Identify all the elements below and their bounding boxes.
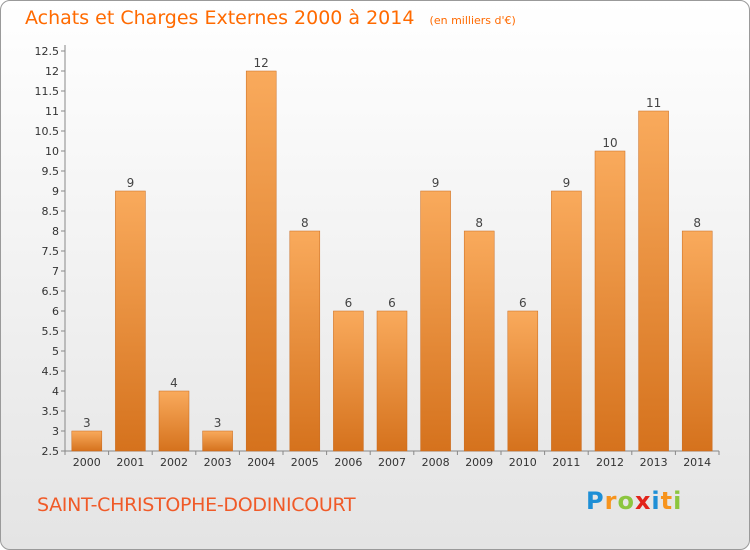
y-tick-label: 7 [52, 265, 59, 278]
x-tick-label: 2005 [291, 456, 319, 469]
y-tick-label: 5.5 [42, 325, 60, 338]
y-tick-label: 11 [45, 105, 59, 118]
bar-chart: 2.5 3 3.5 4 4.5 5 5.5 6 6.5 7 7.5 8 8.5 9 9.5 10 10.5 11 1… [35, 45, 720, 469]
data-label: 8 [475, 216, 483, 230]
y-tick-label: 5 [52, 345, 59, 358]
y-tick-label: 7.5 [42, 245, 60, 258]
y-tick-label: 6 [52, 305, 59, 318]
x-tick-label: 2003 [204, 456, 232, 469]
bar [594, 150, 626, 452]
y-tick-label: 8.5 [42, 205, 60, 218]
logo-letter: t [660, 487, 674, 515]
bar [551, 190, 582, 452]
chart-title: Achats et Charges Externes 2000 à 2014 [25, 7, 415, 29]
y-tick-label: 9 [52, 185, 59, 198]
bar [507, 310, 539, 452]
value-labels: 3 9 4 3 12 8 6 6 9 8 6 9 10 11 8 [83, 56, 701, 430]
x-tick-label: 2001 [116, 456, 144, 469]
commune-name: SAINT-CHRISTOPHE-DODINICOURT [37, 494, 356, 516]
x-tick-label: 2012 [596, 456, 624, 469]
y-axis-ticks: 2.5 3 3.5 4 4.5 5 5.5 6 6.5 7 7.5 8 8.5 9 9.5 10 10.5 11 1… [35, 45, 65, 458]
logo-letter: i [673, 487, 683, 515]
bar [158, 390, 190, 452]
x-tick-label: 2011 [552, 456, 580, 469]
bar [376, 310, 408, 452]
y-tick-label: 3.5 [42, 405, 60, 418]
y-tick-label: 3 [52, 425, 59, 438]
y-tick-label: 12.5 [35, 45, 60, 58]
bar [115, 190, 146, 452]
bar [245, 70, 277, 452]
data-label: 9 [563, 176, 571, 190]
data-label: 6 [345, 296, 353, 310]
logo-letter: P [586, 487, 605, 515]
bar [420, 190, 451, 452]
x-tick-label: 2000 [73, 456, 101, 469]
bars [71, 70, 713, 452]
y-tick-label: 8 [52, 225, 59, 238]
y-tick-label: 10 [45, 145, 59, 158]
x-tick-label: 2006 [334, 456, 362, 469]
logo-letter: o [617, 487, 635, 515]
bar [333, 310, 364, 452]
x-axis-ticks: 2000 2001 2002 2003 2004 2005 2006 2007 2008 2009… [64, 451, 720, 469]
bar [638, 110, 669, 452]
logo-letter: x [634, 487, 652, 515]
y-tick-label: 2.5 [42, 445, 60, 458]
data-label: 6 [388, 296, 396, 310]
bar [289, 230, 321, 452]
bar [71, 430, 103, 452]
data-label: 3 [214, 416, 222, 430]
y-tick-label: 10.5 [35, 125, 60, 138]
data-label: 6 [519, 296, 527, 310]
chart-subtitle: (en milliers d'€) [429, 14, 516, 27]
x-tick-label: 2013 [640, 456, 668, 469]
data-label: 3 [83, 416, 91, 430]
data-label: 12 [254, 56, 269, 70]
y-tick-label: 11.5 [35, 85, 60, 98]
y-tick-label: 6.5 [42, 285, 60, 298]
data-label: 9 [127, 176, 135, 190]
data-label: 4 [170, 376, 178, 390]
data-label: 9 [432, 176, 440, 190]
data-label: 11 [646, 96, 661, 110]
x-tick-label: 2014 [683, 456, 711, 469]
data-label: 8 [693, 216, 701, 230]
x-tick-label: 2009 [465, 456, 493, 469]
logo-letter: r [604, 487, 618, 515]
x-tick-label: 2008 [422, 456, 450, 469]
bar [202, 430, 233, 452]
x-tick-label: 2002 [160, 456, 188, 469]
data-label: 8 [301, 216, 309, 230]
x-tick-label: 2010 [509, 456, 537, 469]
y-tick-label: 4 [52, 385, 59, 398]
data-label: 10 [602, 136, 617, 150]
y-tick-label: 4.5 [42, 365, 60, 378]
bar [463, 230, 495, 452]
y-tick-label: 12 [45, 65, 59, 78]
logo-letter: i [651, 487, 661, 515]
proxiti-logo: Proxiti [586, 487, 682, 515]
x-tick-label: 2007 [378, 456, 406, 469]
bar [681, 230, 713, 452]
title-block: Achats et Charges Externes 2000 à 2014 (… [25, 7, 516, 29]
x-tick-label: 2004 [247, 456, 275, 469]
y-tick-label: 9.5 [42, 165, 60, 178]
